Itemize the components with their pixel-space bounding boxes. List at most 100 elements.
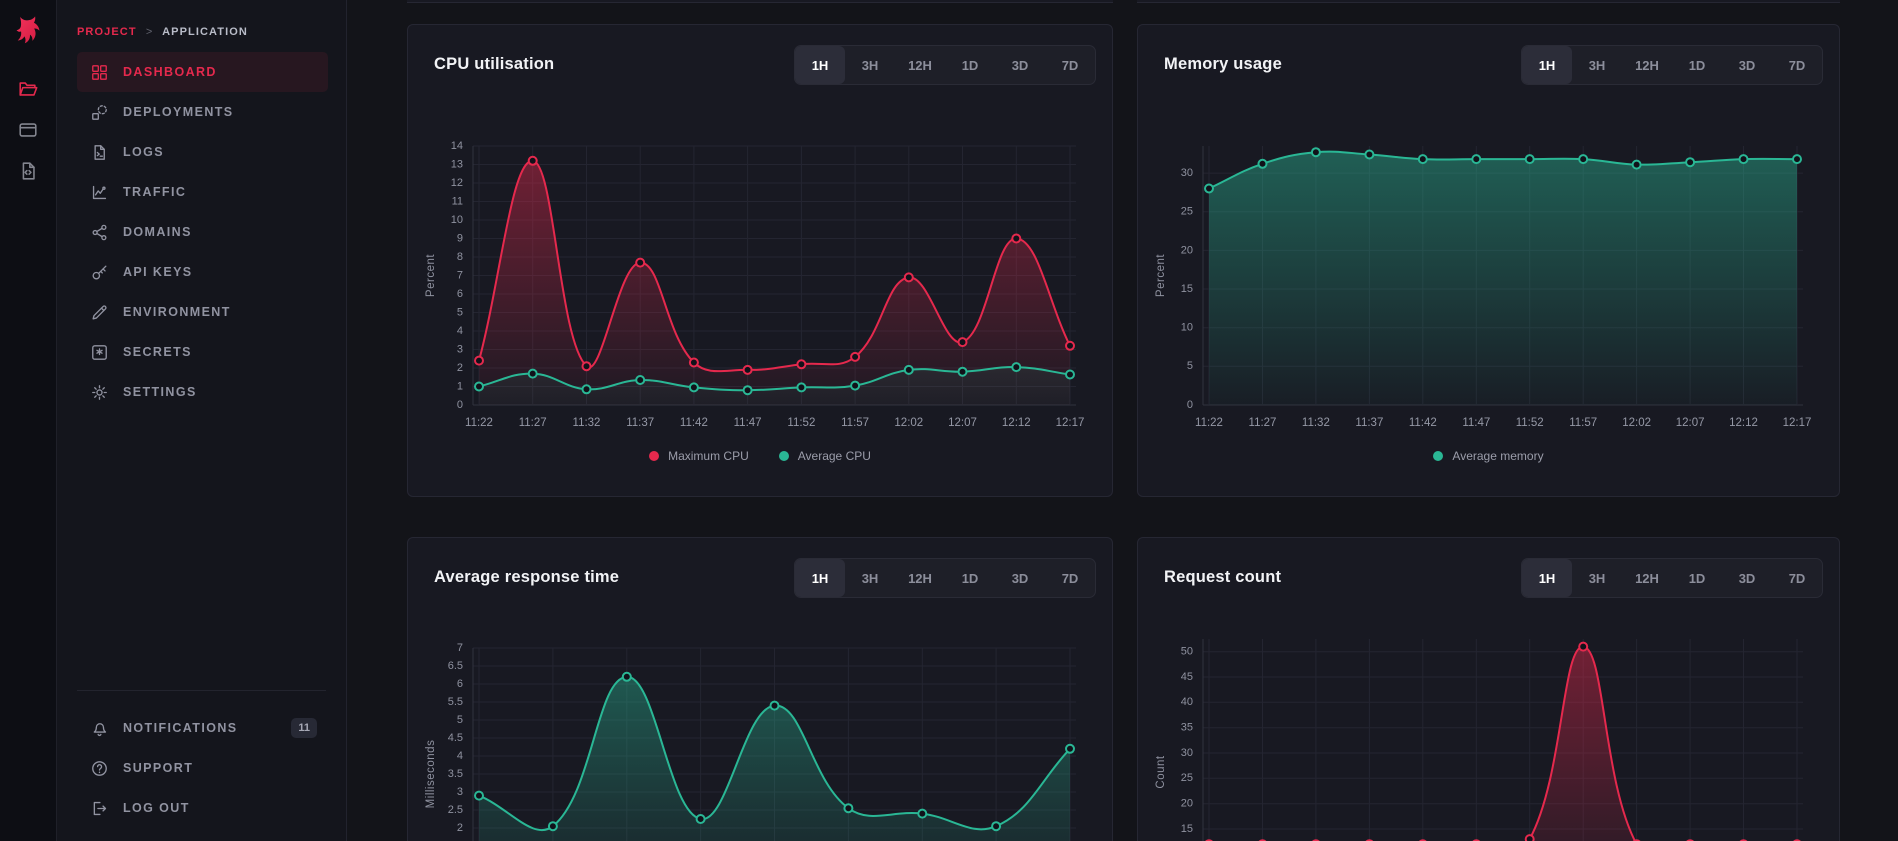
svg-text:11:57: 11:57: [1569, 417, 1597, 429]
svg-text:5.5: 5.5: [448, 696, 463, 708]
sidebar-item-logs[interactable]: LOGS: [77, 132, 328, 172]
sidebar-item-settings[interactable]: SETTINGS: [77, 372, 328, 412]
rail-file-code-button[interactable]: [17, 160, 39, 182]
memory-range-3h-button[interactable]: 3H: [1572, 46, 1622, 84]
cpu-card-title: CPU utilisation: [434, 55, 555, 73]
legend-label: Maximum CPU: [668, 449, 749, 463]
rail-folder-button[interactable]: [17, 78, 39, 100]
svg-text:11:37: 11:37: [1355, 417, 1383, 429]
cpu-legend-item[interactable]: Average CPU: [778, 449, 871, 463]
sidebar-footer-item-support[interactable]: SUPPORT: [77, 748, 328, 788]
legend-dot-icon: [1433, 451, 1444, 461]
cpu-range-3d-button[interactable]: 3D: [995, 46, 1045, 84]
menu-item-label: API KEYS: [123, 265, 193, 279]
svg-text:7: 7: [457, 269, 463, 281]
svg-text:Percent: Percent: [1155, 254, 1167, 297]
requests-range-3d-button[interactable]: 3D: [1722, 559, 1772, 597]
requests-range-1h-button[interactable]: 1H: [1522, 559, 1572, 597]
memory-range-12h-button[interactable]: 12H: [1622, 46, 1672, 84]
menu-item-label: DASHBOARD: [123, 65, 217, 79]
deployments-icon: [92, 104, 107, 120]
response-range-7d-button[interactable]: 7D: [1045, 559, 1095, 597]
secrets-icon: [92, 344, 107, 360]
requests-range-7d-button[interactable]: 7D: [1772, 559, 1822, 597]
svg-text:4: 4: [457, 325, 463, 337]
menu-item-label: LOGS: [123, 145, 165, 159]
memory-legend-item[interactable]: Average memory: [1433, 449, 1544, 463]
cpu-legend-item[interactable]: Maximum CPU: [649, 449, 749, 463]
memory-range-1h-button[interactable]: 1H: [1522, 46, 1572, 84]
cpu-range-3h-button[interactable]: 3H: [845, 46, 895, 84]
svg-text:12:07: 12:07: [1676, 417, 1705, 429]
menu-item-label: TRAFFIC: [123, 185, 187, 199]
response-time-range-group: 1H 3H 12H 1D 3D 7D: [794, 558, 1096, 598]
sidebar-item-api-keys[interactable]: API KEYS: [77, 252, 328, 292]
sidebar-item-secrets[interactable]: SECRETS: [77, 332, 328, 372]
memory-legend: Average memory: [1138, 449, 1839, 463]
pencil-icon: [92, 304, 107, 320]
cpu-range-7d-button[interactable]: 7D: [1045, 46, 1095, 84]
svg-text:20: 20: [1181, 244, 1193, 256]
svg-text:5: 5: [457, 714, 463, 726]
requests-range-1d-button[interactable]: 1D: [1672, 559, 1722, 597]
traffic-icon: [92, 185, 107, 199]
key-icon: [92, 264, 107, 280]
sidebar-item-dashboard[interactable]: DASHBOARD: [77, 52, 328, 92]
svg-text:11:32: 11:32: [573, 417, 601, 429]
memory-range-1d-button[interactable]: 1D: [1672, 46, 1722, 84]
svg-text:6.5: 6.5: [448, 660, 463, 672]
rail-server-button[interactable]: [17, 119, 39, 141]
sidebar-footer-item-log-out[interactable]: LOG OUT: [77, 788, 328, 828]
sidebar-divider: [77, 690, 326, 691]
menu-item-label: DOMAINS: [123, 225, 192, 239]
svg-text:35: 35: [1181, 722, 1193, 734]
requests-card-title: Request count: [1164, 568, 1282, 586]
svg-text:12:02: 12:02: [894, 417, 923, 429]
nestjs-logo-icon[interactable]: [9, 12, 47, 50]
file-code-icon: [22, 162, 35, 180]
cpu-legend: Maximum CPU Average CPU: [408, 449, 1112, 463]
svg-text:11:42: 11:42: [1409, 417, 1437, 429]
svg-text:45: 45: [1181, 671, 1193, 683]
breadcrumb-project[interactable]: PROJECT: [77, 26, 137, 38]
chart-card-memory: Memory usage 1H 3H 12H 1D 3D 7D 0 5 10 15 20 25 30 11:…: [1137, 24, 1840, 497]
svg-text:3: 3: [457, 343, 463, 355]
sidebar-footer-item-notifications[interactable]: NOTIFICATIONS 11: [77, 708, 328, 748]
menu-item-label: SETTINGS: [123, 385, 197, 399]
requests-range-3h-button[interactable]: 3H: [1572, 559, 1622, 597]
svg-text:11:37: 11:37: [626, 417, 654, 429]
svg-text:3.5: 3.5: [448, 768, 463, 780]
response-range-1d-button[interactable]: 1D: [945, 559, 995, 597]
legend-label: Average memory: [1452, 449, 1544, 463]
response-range-12h-button[interactable]: 12H: [895, 559, 945, 597]
gear-icon: [92, 384, 107, 400]
cpu-range-1d-button[interactable]: 1D: [945, 46, 995, 84]
requests-range-12h-button[interactable]: 12H: [1622, 559, 1672, 597]
memory-card-title: Memory usage: [1164, 55, 1282, 73]
breadcrumb-application[interactable]: APPLICATION: [162, 26, 248, 38]
svg-text:11:27: 11:27: [1249, 417, 1277, 429]
cpu-range-1h-button[interactable]: 1H: [795, 46, 845, 84]
memory-range-3d-button[interactable]: 3D: [1722, 46, 1772, 84]
memory-range-7d-button[interactable]: 7D: [1772, 46, 1822, 84]
cpu-range-12h-button[interactable]: 12H: [895, 46, 945, 84]
svg-text:7: 7: [457, 642, 463, 654]
sidebar-menu: DASHBOARD DEPLOYMENTS LOGS TRAFFIC DOMAINS AP…: [57, 52, 346, 412]
bell-icon: [93, 722, 107, 736]
sidebar-item-environment[interactable]: ENVIRONMENT: [77, 292, 328, 332]
svg-text:2.5: 2.5: [448, 804, 463, 816]
cutoff-card-above-left: [407, 0, 1113, 3]
chart-card-cpu: CPU utilisation 1H 3H 12H 1D 3D 7D 0 1 2 3 4 5 6 7 8 9 10…: [407, 24, 1113, 497]
svg-text:11:52: 11:52: [787, 417, 815, 429]
folder-icon: [19, 82, 38, 96]
sidebar-item-deployments[interactable]: DEPLOYMENTS: [77, 92, 328, 132]
menu-item-label: LOG OUT: [123, 801, 190, 815]
svg-text:5: 5: [1187, 360, 1193, 372]
legend-label: Average CPU: [797, 449, 871, 463]
sidebar-item-traffic[interactable]: TRAFFIC: [77, 172, 328, 212]
memory-card-header: Memory usage 1H 3H 12H 1D 3D 7D: [1138, 25, 1839, 105]
response-range-3d-button[interactable]: 3D: [995, 559, 1045, 597]
sidebar-item-domains[interactable]: DOMAINS: [77, 212, 328, 252]
response-range-3h-button[interactable]: 3H: [845, 559, 895, 597]
response-range-1h-button[interactable]: 1H: [795, 559, 845, 597]
